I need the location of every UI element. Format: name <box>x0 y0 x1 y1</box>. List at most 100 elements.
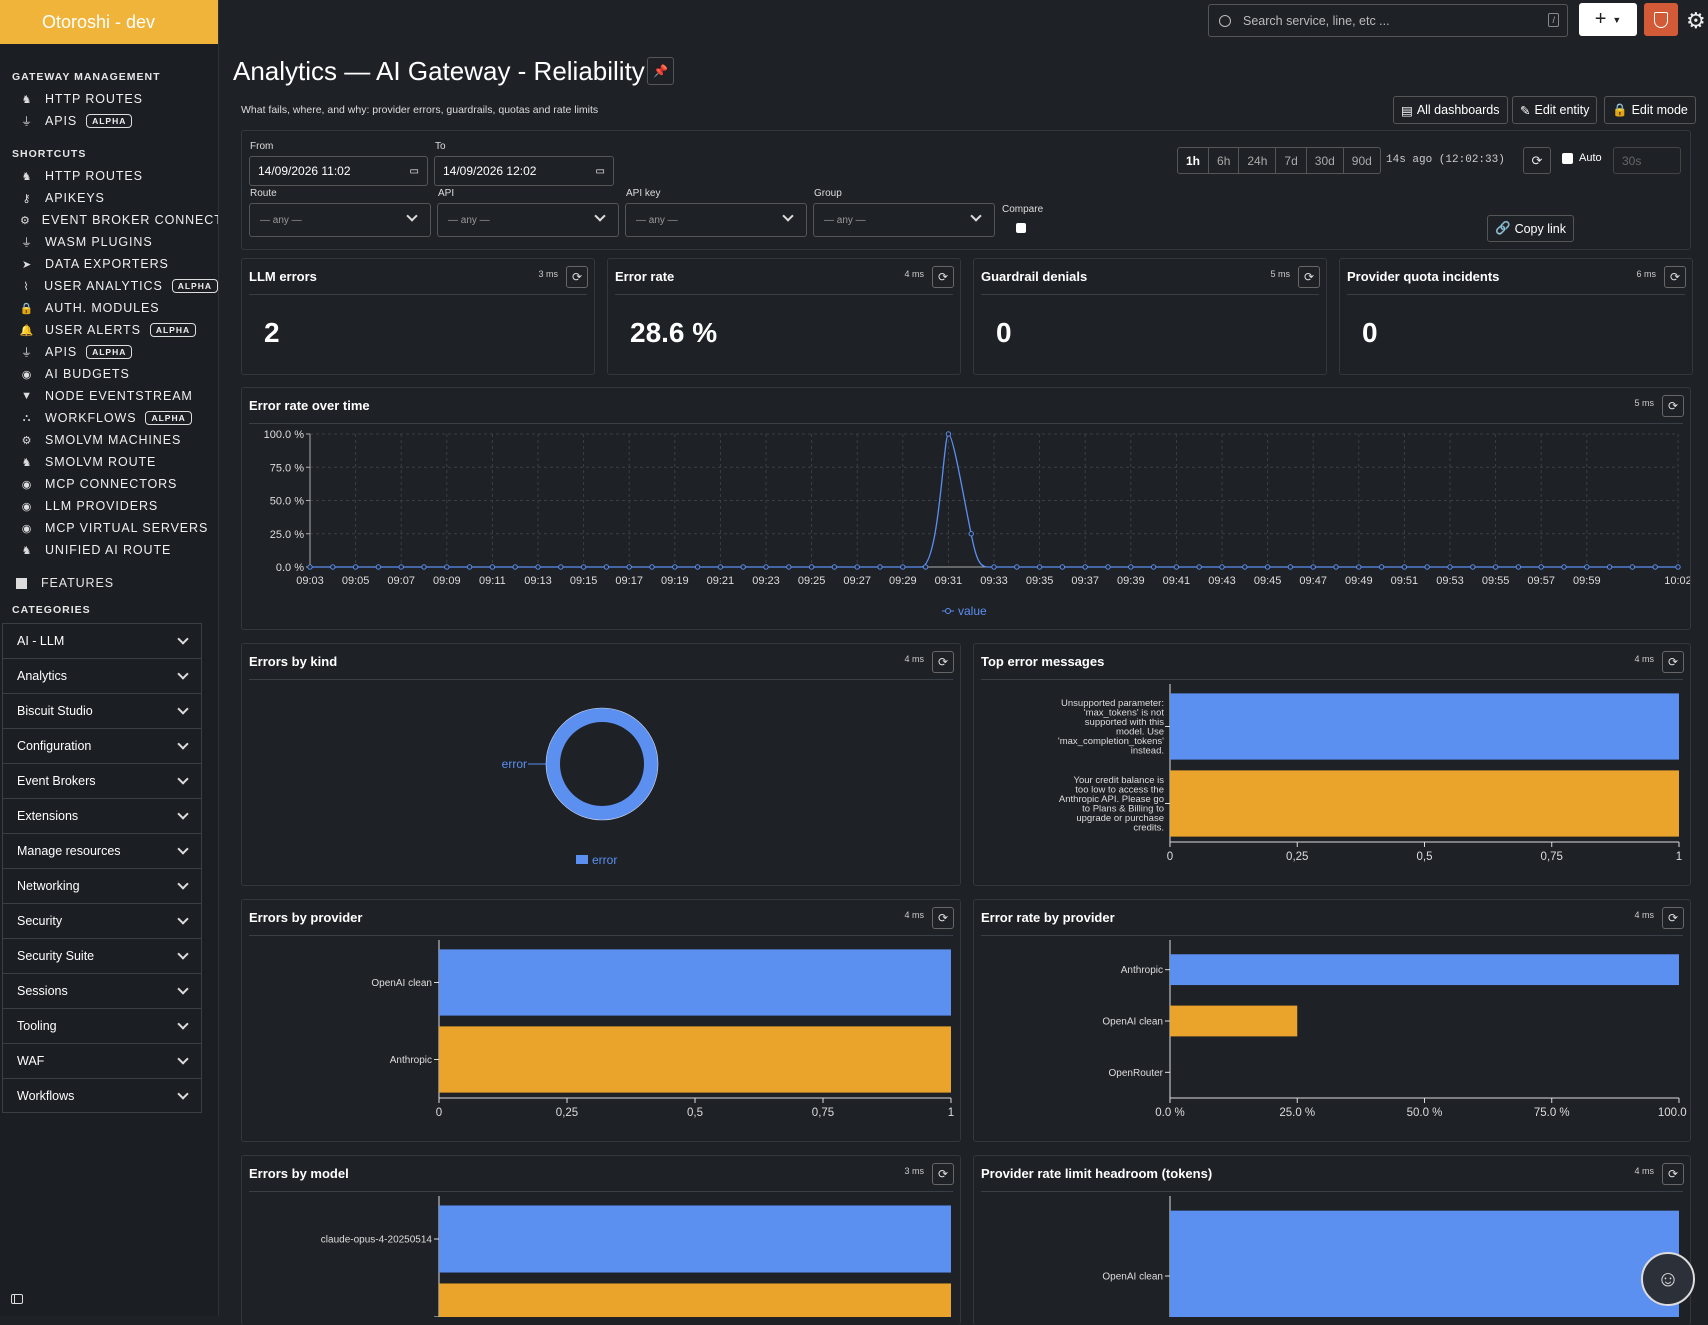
category-workflows[interactable]: Workflows <box>2 1078 202 1113</box>
category-security-suite[interactable]: Security Suite <box>2 938 202 973</box>
panel-title: Error rate by provider <box>981 910 1115 925</box>
category-waf[interactable]: WAF <box>2 1043 202 1078</box>
data-point <box>991 564 997 570</box>
kpi-refresh-button[interactable]: ⟳ <box>932 266 954 288</box>
compare-checkbox[interactable] <box>1016 223 1026 233</box>
security-button[interactable] <box>1644 3 1678 36</box>
category-ai-llm[interactable]: AI - LLM <box>2 623 202 658</box>
help-assistant-avatar[interactable]: ☺ <box>1641 1252 1695 1306</box>
panel-timing: 4 ms <box>904 654 924 664</box>
to-date-input[interactable]: 14/09/2026 12:02 ▭ <box>434 156 614 186</box>
x-tick-label: 09:23 <box>752 575 780 587</box>
sidebar-item-smolvm-machines[interactable]: ⚙ SMOLVM MACHINES <box>0 429 218 451</box>
brand-title[interactable]: Otoroshi - dev <box>0 0 218 44</box>
sidebar-item-label: MCP CONNECTORS <box>45 477 178 491</box>
category-manage-resources[interactable]: Manage resources <box>2 833 202 868</box>
chevron-down-icon <box>177 878 189 890</box>
route-select[interactable]: — any — <box>249 203 431 237</box>
chevron-down-icon <box>406 210 418 222</box>
search-input[interactable]: Search service, line, etc ... / <box>1208 4 1568 37</box>
category-label: credits. <box>1133 822 1164 833</box>
sidebar-item-auth-modules[interactable]: 🔒 AUTH. MODULES <box>0 297 218 319</box>
sidebar-item-user-alerts[interactable]: 🔔 USER ALERTS ALPHA <box>0 319 218 341</box>
x-tick-label: 09:59 <box>1573 575 1601 587</box>
features-link[interactable]: FEATURES <box>0 570 218 596</box>
sidebar-item-smolvm-route[interactable]: ♞ SMOLVM ROUTE <box>0 451 218 473</box>
from-date-input[interactable]: 14/09/2026 11:02 ▭ <box>249 156 428 186</box>
panel-refresh-button[interactable]: ⟳ <box>1662 907 1684 929</box>
from-label: From <box>250 141 274 152</box>
panel-divider <box>249 935 953 936</box>
category-configuration[interactable]: Configuration <box>2 728 202 763</box>
alpha-badge: ALPHA <box>86 345 133 359</box>
sidebar-item-data-exporters[interactable]: ➤ DATA EXPORTERS <box>0 253 218 275</box>
chevron-down-icon <box>177 843 189 855</box>
sidebar-item-unified-ai-route[interactable]: ♞ UNIFIED AI ROUTE <box>0 539 218 561</box>
sidebar-item-llm-providers[interactable]: ◉ LLM PROVIDERS <box>0 495 218 517</box>
alpha-badge: ALPHA <box>171 279 218 293</box>
range-90d-button[interactable]: 90d <box>1351 153 1372 168</box>
refresh-button[interactable]: ⟳ <box>1523 147 1551 174</box>
category-biscuit-studio[interactable]: Biscuit Studio <box>2 693 202 728</box>
all-dashboards-button[interactable]: ▤ All dashboards <box>1393 96 1508 124</box>
api-select[interactable]: — any — <box>437 203 619 237</box>
range-24h-button[interactable]: 24h <box>1239 148 1277 173</box>
sidebar-item-http-routes[interactable]: ♞ HTTP ROUTES <box>0 165 218 187</box>
edit-entity-button[interactable]: ✎ Edit entity <box>1512 96 1598 124</box>
panel-refresh-button[interactable]: ⟳ <box>1662 395 1684 417</box>
category-label: WAF <box>17 1054 45 1068</box>
panel-refresh-button[interactable]: ⟳ <box>932 1163 954 1185</box>
panel-refresh-button[interactable]: ⟳ <box>932 651 954 673</box>
add-menu-button[interactable]: + ▼ <box>1579 3 1637 36</box>
sidebar-item-apikeys[interactable]: ⚷ APIKEYS <box>0 187 218 209</box>
sidebar-item-apis[interactable]: ⏚ APIS ALPHA <box>0 341 218 363</box>
sidebar-item-label: AI BUDGETS <box>45 367 130 381</box>
legend-label: error <box>592 853 617 867</box>
collapse-sidebar-icon[interactable] <box>11 1294 23 1304</box>
panel-divider <box>249 423 1683 424</box>
range-7d-button[interactable]: 7d <box>1276 148 1307 173</box>
range-30d-button[interactable]: 30d <box>1307 148 1344 173</box>
x-tick-label: 0 <box>1167 851 1173 863</box>
sidebar-item-node-eventstream[interactable]: ▼ NODE EVENTSTREAM <box>0 385 218 407</box>
x-tick-label: 09:49 <box>1345 575 1373 587</box>
auto-refresh-checkbox[interactable] <box>1562 153 1573 164</box>
sidebar-item-mcp-virtual-servers[interactable]: ◉ MCP VIRTUAL SERVERS <box>0 517 218 539</box>
category-tooling[interactable]: Tooling <box>2 1008 202 1043</box>
category-event-brokers[interactable]: Event Brokers <box>2 763 202 798</box>
gateway-list: ♞ HTTP ROUTES ⏚ APIS ALPHA <box>0 88 218 132</box>
sidebar-item-wasm-plugins[interactable]: ⏚ WASM PLUGINS <box>0 231 218 253</box>
panel-refresh-button[interactable]: ⟳ <box>1662 1163 1684 1185</box>
kpi-refresh-button[interactable]: ⟳ <box>1664 266 1686 288</box>
kpi-refresh-button[interactable]: ⟳ <box>1298 266 1320 288</box>
sidebar-item-user-analytics[interactable]: ⌇ USER ANALYTICS ALPHA <box>0 275 218 297</box>
category-label: Configuration <box>17 739 92 753</box>
category-label: Anthropic API. Please go <box>1059 794 1164 805</box>
sidebar-item-http-routes[interactable]: ♞ HTTP ROUTES <box>0 88 218 110</box>
category-extensions[interactable]: Extensions <box>2 798 202 833</box>
chart-icon: ⌇ <box>23 280 30 293</box>
category-sessions[interactable]: Sessions <box>2 973 202 1008</box>
edit-mode-button[interactable]: 🔒 Edit mode <box>1604 96 1696 124</box>
errors-by-model-bar-chart: claude-opus-4-20250514 <box>321 1196 951 1317</box>
sidebar-item-mcp-connectors[interactable]: ◉ MCP CONNECTORS <box>0 473 218 495</box>
sidebar-item-ai-budgets[interactable]: ◉ AI BUDGETS <box>0 363 218 385</box>
range-6h-button[interactable]: 6h <box>1209 148 1240 173</box>
legend-label: value <box>958 604 987 618</box>
category-security[interactable]: Security <box>2 903 202 938</box>
group-select[interactable]: — any — <box>813 203 995 237</box>
copy-link-button[interactable]: 🔗 Copy link <box>1487 215 1574 242</box>
pin-button[interactable]: 📌 <box>647 57 674 85</box>
auto-interval-input[interactable]: 30s <box>1613 147 1681 174</box>
panel-refresh-button[interactable]: ⟳ <box>1662 651 1684 673</box>
sidebar-item-apis[interactable]: ⏚ APIS ALPHA <box>0 110 218 132</box>
apikey-select[interactable]: — any — <box>625 203 807 237</box>
range-1h-button[interactable]: 1h <box>1178 148 1210 173</box>
category-networking[interactable]: Networking <box>2 868 202 903</box>
kpi-refresh-button[interactable]: ⟳ <box>566 266 588 288</box>
category-analytics[interactable]: Analytics <box>2 658 202 693</box>
settings-gear-icon[interactable]: ⚙ <box>1686 8 1706 33</box>
sidebar-item-event-broker-connections[interactable]: ⚙ EVENT BROKER CONNECTIONS <box>0 209 218 231</box>
sidebar-item-workflows[interactable]: ⛬ WORKFLOWS ALPHA <box>0 407 218 429</box>
panel-refresh-button[interactable]: ⟳ <box>932 907 954 929</box>
